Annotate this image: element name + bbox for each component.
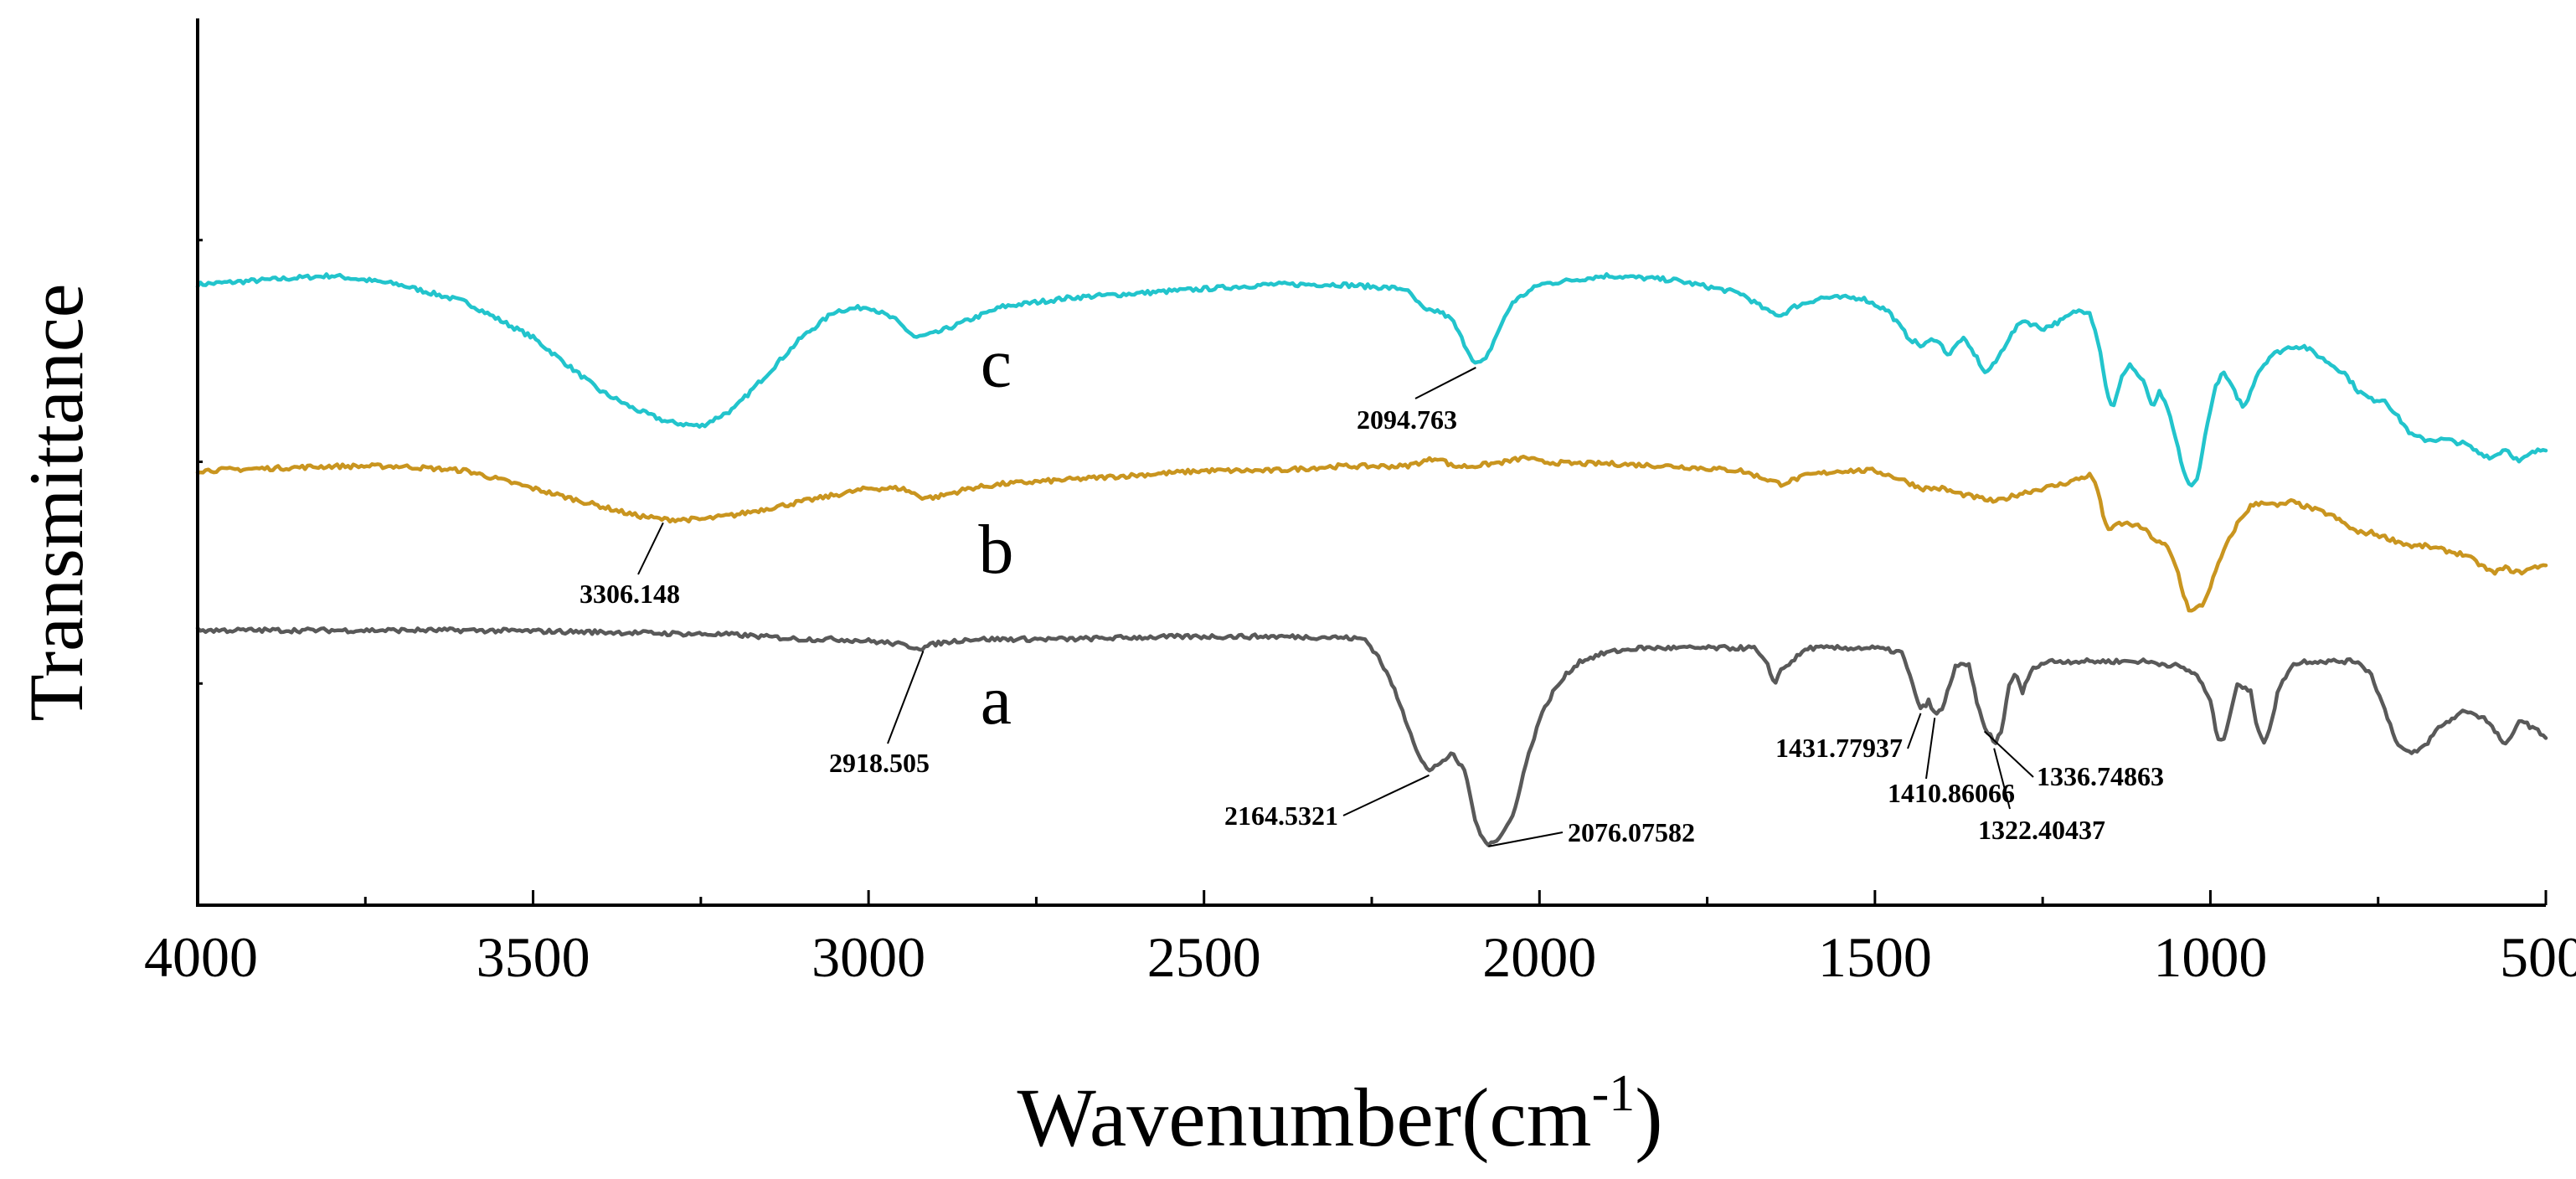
curve-label-a: a (981, 662, 1012, 739)
annotation-2094-763: 2094.763 (1357, 404, 1457, 435)
annotation-3306-148: 3306.148 (580, 579, 680, 609)
series-layer (195, 272, 2548, 847)
annotation-1431-77937: 1431.77937 (1775, 733, 1903, 763)
annotation-1410-86066: 1410.86066 (1888, 778, 2015, 808)
annotation-leader-1322-40437 (1993, 748, 2011, 810)
x-tick-label-2000: 2000 (1482, 925, 1596, 989)
x-tick-label-4000: 4000 (144, 925, 258, 989)
annotation-2918-505: 2918.505 (829, 748, 930, 778)
x-tick-label-3500: 3500 (477, 925, 590, 989)
annotation-leader-2164-5321 (1342, 774, 1430, 816)
x-tick-label-1000: 1000 (2153, 925, 2267, 989)
annotation-leader-1410-86066 (1925, 718, 1936, 780)
x-tick-label-500: 500 (2500, 925, 2576, 989)
curve-label-b: b (978, 511, 1013, 589)
x-tick-label-3000: 3000 (811, 925, 925, 989)
series-b-line (195, 454, 2548, 613)
curve-label-c: c (981, 324, 1012, 402)
annotation-layer: 2094.763 3306.148 2918.505 2164.5321 2076.07… (580, 367, 2164, 847)
x-tick-label-1500: 1500 (1818, 925, 1932, 989)
annotation-leader-1431-77937 (1907, 713, 1922, 749)
x-tick-label-2500: 2500 (1147, 925, 1261, 989)
annotation-leader-1336-74863 (1983, 730, 2034, 778)
annotation-leader-2076-07582 (1488, 831, 1564, 847)
x-axis-label-superscript: -1 (1592, 1065, 1636, 1122)
series-a-line (195, 626, 2548, 847)
x-tick-layer: 4000 3500 3000 2500 2000 1500 1000 500 (144, 239, 2576, 989)
y-axis-label: Transmittance (13, 284, 99, 722)
curve-label-layer: c ba (978, 324, 1013, 739)
annotation-2164-5321: 2164.5321 (1224, 801, 1338, 831)
annotation-1336-74863: 1336.74863 (2037, 761, 2164, 791)
x-axis-label-main: Wavenumber(cm (1017, 1071, 1591, 1164)
annotation-1322-40437: 1322.40437 (1978, 815, 2105, 845)
x-axis-label: Wavenumber(cm-1) (1017, 1065, 1662, 1164)
series-c-line (195, 272, 2548, 488)
annotation-leader-3306-148 (637, 522, 664, 575)
annotation-leader-2918-505 (887, 651, 925, 744)
x-axis-label-close: ) (1635, 1071, 1662, 1164)
annotation-leader-2094-763 (1414, 367, 1476, 399)
annotation-2076-07582: 2076.07582 (1568, 817, 1695, 847)
